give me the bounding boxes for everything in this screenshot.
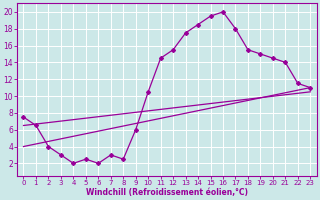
X-axis label: Windchill (Refroidissement éolien,°C): Windchill (Refroidissement éolien,°C) (86, 188, 248, 197)
